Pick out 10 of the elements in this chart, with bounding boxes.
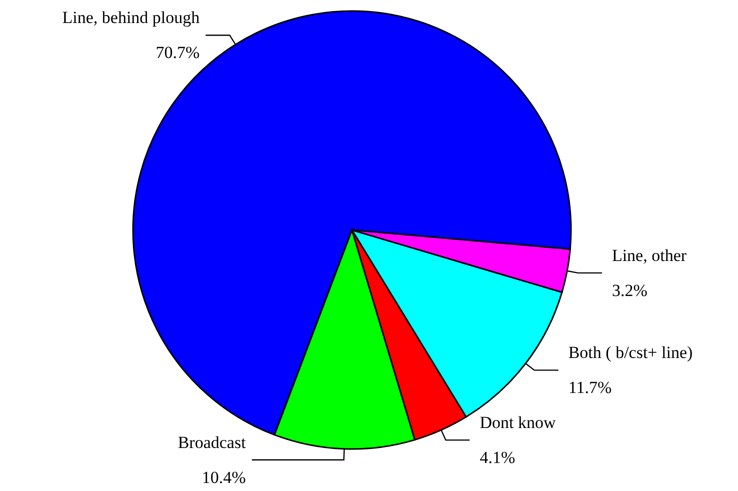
slice-label: Line, behind plough (62, 8, 200, 28)
slice-label: Line, other (612, 246, 687, 265)
data-label: 10.4% (202, 468, 246, 487)
slice-label: Broadcast (178, 432, 246, 452)
data-label: 3.2% (612, 280, 648, 300)
data-label: 11.7% (568, 378, 612, 398)
data-label: 70.7% (156, 43, 200, 62)
data-label: 4.1% (480, 448, 516, 468)
slice-label: Dont know (480, 413, 556, 432)
slice-label: Both ( b/cst+ line) (568, 343, 693, 362)
